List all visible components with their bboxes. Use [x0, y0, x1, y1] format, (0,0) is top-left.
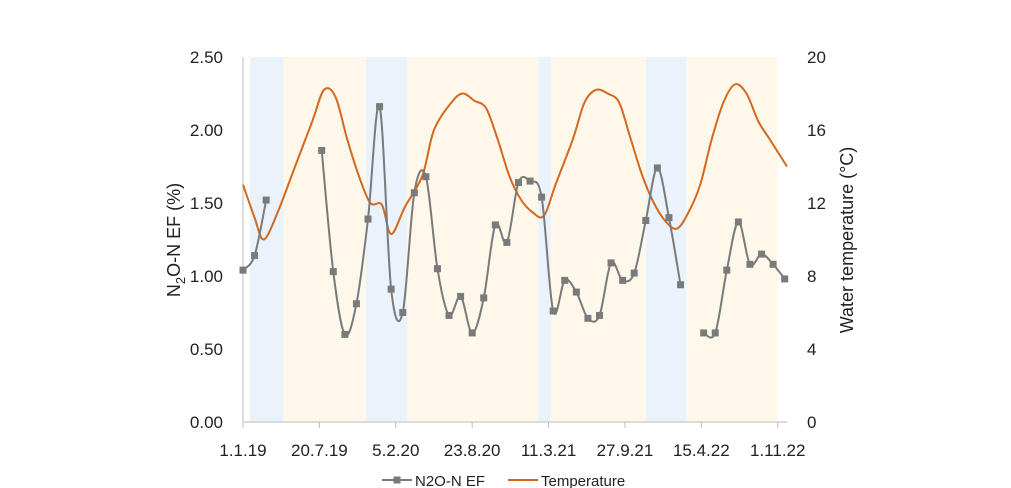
- temperature-series: [242, 83, 788, 241]
- temperature-line: [242, 83, 788, 241]
- n2o-ef-point: [251, 252, 259, 260]
- n2o-ef-point: [352, 300, 360, 308]
- n2o-ef-point: [723, 266, 731, 274]
- n2o-ef-point: [480, 294, 488, 302]
- left-y-tick-label: 0.50: [190, 340, 223, 359]
- n2o-ef-point: [376, 103, 384, 111]
- right-y-tick-label: 20: [807, 48, 826, 67]
- season-band: [550, 57, 646, 422]
- n2o-ef-point: [387, 285, 395, 293]
- season-band: [365, 57, 408, 422]
- right-y-tick-label: 16: [807, 121, 826, 140]
- legend-label-n2o-ef: N2O-N EF: [415, 473, 485, 488]
- legend-item-temperature: Temperature: [508, 473, 625, 488]
- n2o-ef-point: [549, 307, 557, 315]
- x-tick-label: 11.3.21: [521, 441, 576, 460]
- x-tick-label: 15.4.22: [673, 441, 730, 460]
- n2o-ef-point: [262, 196, 270, 204]
- left-y-tick-label: 0.00: [190, 413, 223, 432]
- n2o-ef-point: [734, 218, 742, 226]
- left-y-axis-title-subscript: 2: [173, 277, 188, 284]
- n2o-ef-point: [572, 288, 580, 296]
- n2o-ef-point: [341, 330, 349, 338]
- n2o-ef-point: [503, 238, 511, 246]
- n2o-ef-point: [595, 311, 603, 319]
- left-y-axis-title: N2O-N EF (%): [164, 183, 188, 297]
- n2o-ef-point: [364, 215, 372, 223]
- season-band: [407, 57, 539, 422]
- n2o-ef-point: [422, 173, 430, 181]
- n2o-ef-point: [746, 260, 754, 268]
- x-ticks: 1.1.19 20.7.19 5.2.20 23.8.20 11.3.21 27.9.21…: [219, 422, 805, 460]
- season-band: [538, 57, 551, 422]
- right-y-axis-title: Water temperature (°C): [837, 147, 857, 334]
- n2o-ef-point: [318, 146, 326, 154]
- season-band: [283, 57, 366, 422]
- n2o-ef-point: [399, 309, 407, 316]
- n2o-ef-point: [781, 275, 789, 283]
- n2o-ef-point: [433, 265, 441, 273]
- right-y-tick-label: 0: [807, 413, 816, 432]
- season-shading: [249, 57, 778, 422]
- n2o-ef-point: [769, 260, 777, 268]
- left-y-axis-title-rest: O-N EF (%): [164, 183, 184, 277]
- n2o-ef-point: [329, 268, 337, 276]
- n2o-ef-point: [653, 164, 661, 172]
- x-tick-label: 1.11.22: [750, 441, 805, 460]
- legend-marker-n2o-ef: [393, 476, 401, 484]
- left-y-tick-label: 1.50: [190, 194, 223, 213]
- legend-label-temperature: Temperature: [541, 473, 625, 488]
- n2o-ef-point: [239, 266, 247, 274]
- n2o-ef-point: [607, 259, 615, 267]
- x-tick-label: 27.9.21: [597, 441, 654, 460]
- right-y-tick-label: 8: [807, 267, 816, 286]
- n2o-ef-point: [677, 281, 685, 289]
- n2o-ef-point: [514, 179, 522, 187]
- n2o-ef-point: [491, 221, 499, 229]
- x-tick-label: 5.2.20: [372, 441, 419, 460]
- n2o-ef-point: [665, 214, 673, 222]
- n2o-ef-point: [619, 276, 627, 284]
- n2o-ef-point: [711, 329, 719, 337]
- x-tick-label: 23.8.20: [444, 441, 501, 460]
- n2o-ef-point: [526, 177, 534, 185]
- left-y-tick-label: 1.00: [190, 267, 223, 286]
- n2o-ef-point: [561, 276, 569, 284]
- n2o-ef-point: [700, 329, 708, 337]
- left-y-ticks: 0.00 0.50 1.00 1.50 2.00 2.50: [190, 48, 223, 432]
- x-tick-label: 20.7.19: [291, 441, 348, 460]
- legend-item-n2o-ef: N2O-N EF: [382, 473, 485, 488]
- n2o-ef-point: [538, 193, 546, 201]
- season-band: [249, 57, 284, 422]
- x-tick-label: 1.1.19: [219, 441, 266, 460]
- season-band: [645, 57, 687, 422]
- right-y-tick-label: 4: [807, 340, 816, 359]
- n2o-ef-point: [445, 311, 453, 319]
- n2o-ef-point: [410, 189, 418, 197]
- right-y-tick-label: 12: [807, 194, 826, 213]
- n2o-ef-point: [758, 250, 766, 258]
- n2o-ef-point: [642, 217, 650, 225]
- n2o-ef-point: [630, 269, 638, 277]
- axes: [242, 57, 787, 423]
- n2o-ef-line: [320, 104, 682, 337]
- n2o-ef-series: [239, 103, 789, 339]
- n2o-ef-point: [457, 292, 465, 300]
- n2o-ef-point: [468, 329, 476, 337]
- right-y-ticks: 0 4 8 12 16 20: [807, 48, 826, 432]
- left-y-tick-label: 2.50: [190, 48, 223, 67]
- left-y-tick-label: 2.00: [190, 121, 223, 140]
- legend: N2O-N EF Temperature: [382, 473, 625, 488]
- n2o-ef-point: [584, 314, 592, 322]
